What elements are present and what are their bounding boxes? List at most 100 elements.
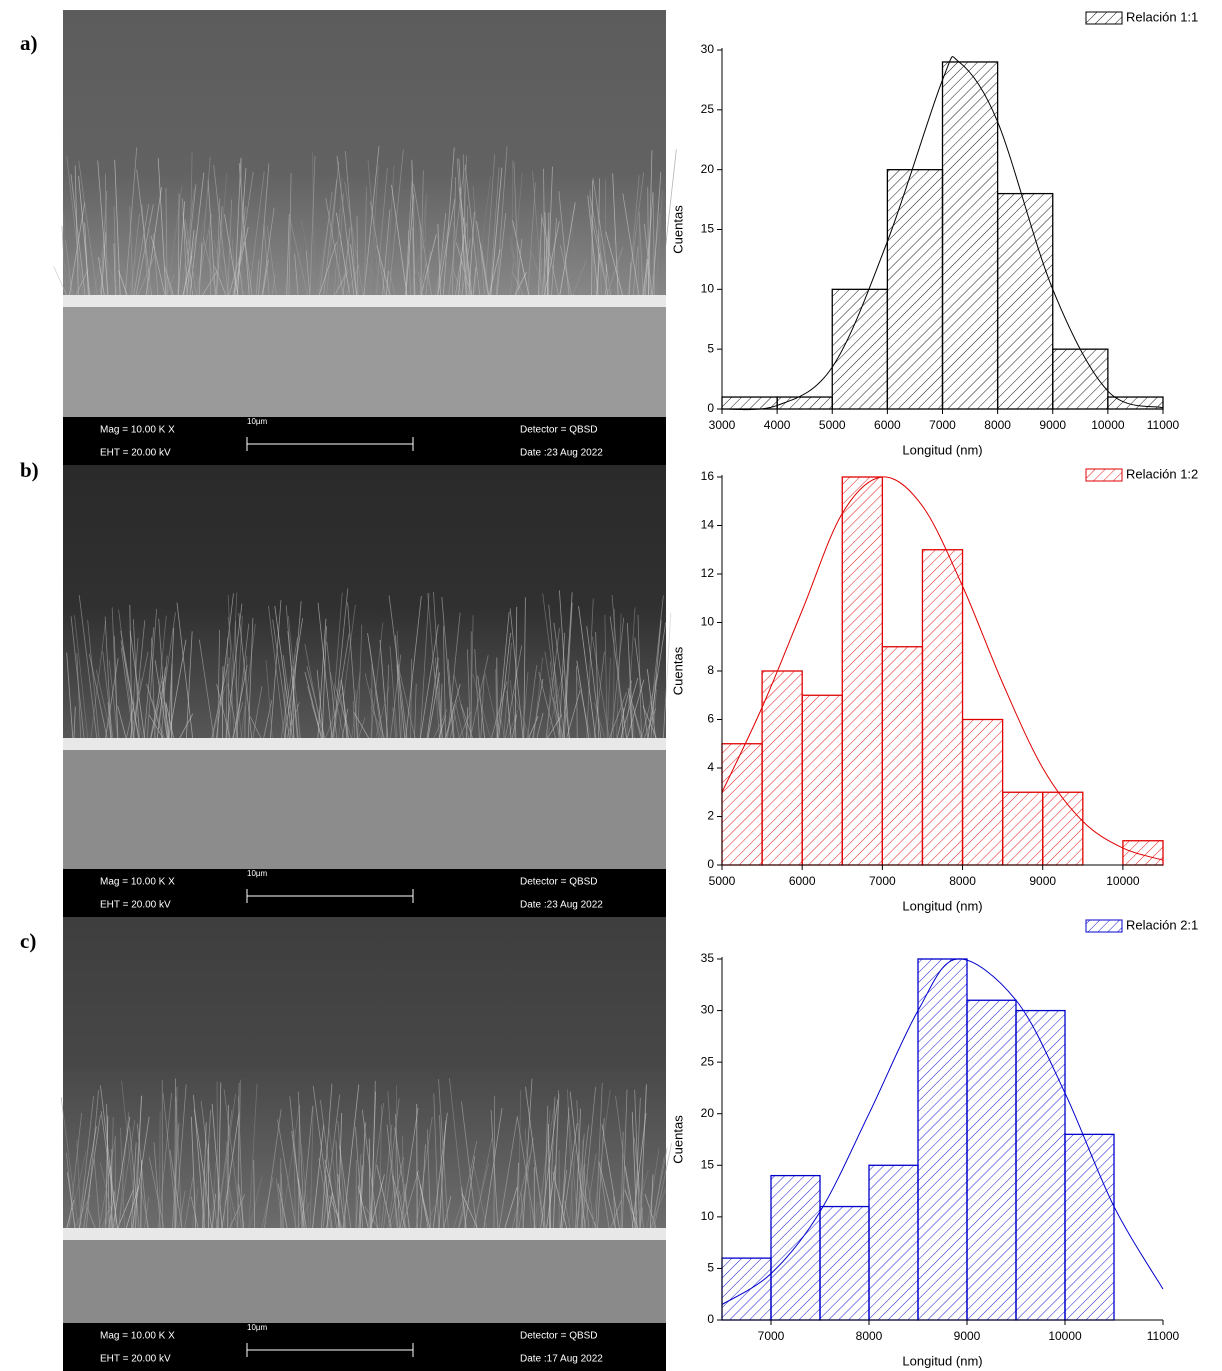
- nanowire: [442, 147, 455, 304]
- nanowire: [294, 253, 300, 304]
- nanowire: [307, 686, 324, 747]
- nanowire: [298, 1104, 300, 1237]
- nanowire: [548, 604, 562, 747]
- nanowire: [215, 206, 223, 304]
- histogram-bar: [819, 1205, 870, 1321]
- nanowire: [74, 615, 89, 747]
- nanowire: [317, 602, 334, 747]
- nanowire: [60, 1097, 80, 1237]
- nanowire: [510, 173, 523, 304]
- nanowire: [312, 1085, 334, 1237]
- nanowire: [300, 219, 319, 304]
- nanowire: [662, 612, 672, 747]
- nanowire: [111, 1116, 131, 1237]
- nanowire: [370, 688, 381, 747]
- nanowire: [275, 1178, 284, 1237]
- x-tick-label: 5000: [709, 874, 736, 888]
- nanowire: [162, 1093, 179, 1237]
- nanowire: [304, 643, 325, 747]
- nanowire: [578, 606, 598, 747]
- nanowire: [474, 649, 481, 747]
- nanowire: [381, 209, 391, 304]
- sem-image: Mag = 10.00 K X EHT = 20.00 kV 10µm Detecto…: [60, 917, 672, 1371]
- legend-swatch: [1085, 468, 1123, 482]
- sem-info-bar: [63, 869, 666, 917]
- nanowire: [321, 1094, 341, 1237]
- nanowire: [418, 624, 439, 747]
- nanowire: [289, 218, 310, 304]
- nanowire: [153, 233, 159, 304]
- sem-detector: Detector = QBSD: [520, 877, 598, 888]
- histogram-bar: [917, 958, 968, 1321]
- nanowire: [570, 210, 578, 304]
- nanowire: [369, 644, 384, 747]
- histogram-bar: [770, 1174, 821, 1321]
- sem-background: [63, 917, 666, 1238]
- nanowire: [544, 651, 561, 747]
- nanowire: [530, 678, 544, 747]
- nanowire: [316, 618, 327, 747]
- nanowire: [516, 1116, 537, 1237]
- nanowire: [649, 1174, 654, 1237]
- nanowire: [339, 1145, 353, 1237]
- nanowire: [87, 620, 101, 747]
- nanowire: [466, 205, 469, 304]
- nanowire: [320, 1083, 333, 1237]
- nanowire: [655, 190, 663, 304]
- nanowire: [320, 1099, 338, 1237]
- nanowire: [647, 150, 653, 304]
- nanowire: [411, 159, 416, 304]
- nanowire: [67, 1112, 83, 1237]
- nanowire: [568, 1150, 576, 1237]
- nanowire: [628, 654, 636, 747]
- nanowire: [356, 624, 363, 747]
- sem-image: Mag = 10.00 K X EHT = 20.00 kV 10µm Detecto…: [63, 465, 672, 917]
- nanowire: [576, 1100, 584, 1237]
- legend-label: Relación 1:1: [1126, 9, 1198, 24]
- nanowire: [326, 641, 339, 747]
- nanowire: [649, 1147, 668, 1237]
- nanowire: [575, 1125, 590, 1237]
- nanowire: [583, 1172, 590, 1237]
- panel-label: b): [20, 458, 39, 482]
- nanowire: [514, 606, 518, 747]
- nanowire: [285, 605, 299, 747]
- nanowire: [193, 1109, 214, 1237]
- y-tick-label: 5: [707, 341, 714, 355]
- nanowire: [282, 618, 303, 747]
- nanowire: [228, 592, 238, 747]
- nanowire: [198, 639, 216, 747]
- x-axis-label: Longitud (nm): [902, 442, 982, 457]
- nanowire: [341, 679, 350, 747]
- nanowire: [581, 1139, 584, 1237]
- nanowire: [391, 184, 409, 304]
- nanowire: [375, 167, 388, 304]
- x-tick-label: 10000: [1106, 874, 1140, 888]
- nanowire: [129, 206, 134, 304]
- nanowire: [88, 653, 110, 747]
- x-tick-label: 9000: [1029, 874, 1056, 888]
- nanowire: [269, 600, 282, 747]
- nanowire: [140, 1160, 142, 1237]
- nanowire: [509, 680, 518, 747]
- sem-info-bar: [63, 417, 666, 465]
- x-tick-label: 7000: [929, 418, 956, 432]
- nanowire: [336, 193, 344, 304]
- nanowire: [586, 1174, 597, 1237]
- nanowire: [493, 1095, 496, 1237]
- nanowire: [370, 1091, 377, 1237]
- nanowire: [118, 609, 136, 747]
- nanowire: [532, 657, 543, 747]
- nanowire: [395, 635, 402, 747]
- y-tick-label: 14: [701, 518, 715, 532]
- nanowire: [376, 245, 393, 304]
- nanowire: [370, 201, 387, 304]
- nanowire: [477, 675, 486, 747]
- nanowire: [526, 665, 538, 747]
- histogram-bar: [1001, 791, 1044, 866]
- nanowire: [171, 1123, 180, 1237]
- nanowire: [331, 588, 349, 747]
- x-tick-label: 11000: [1147, 1329, 1180, 1343]
- sem-scale-label: 10µm: [247, 869, 268, 878]
